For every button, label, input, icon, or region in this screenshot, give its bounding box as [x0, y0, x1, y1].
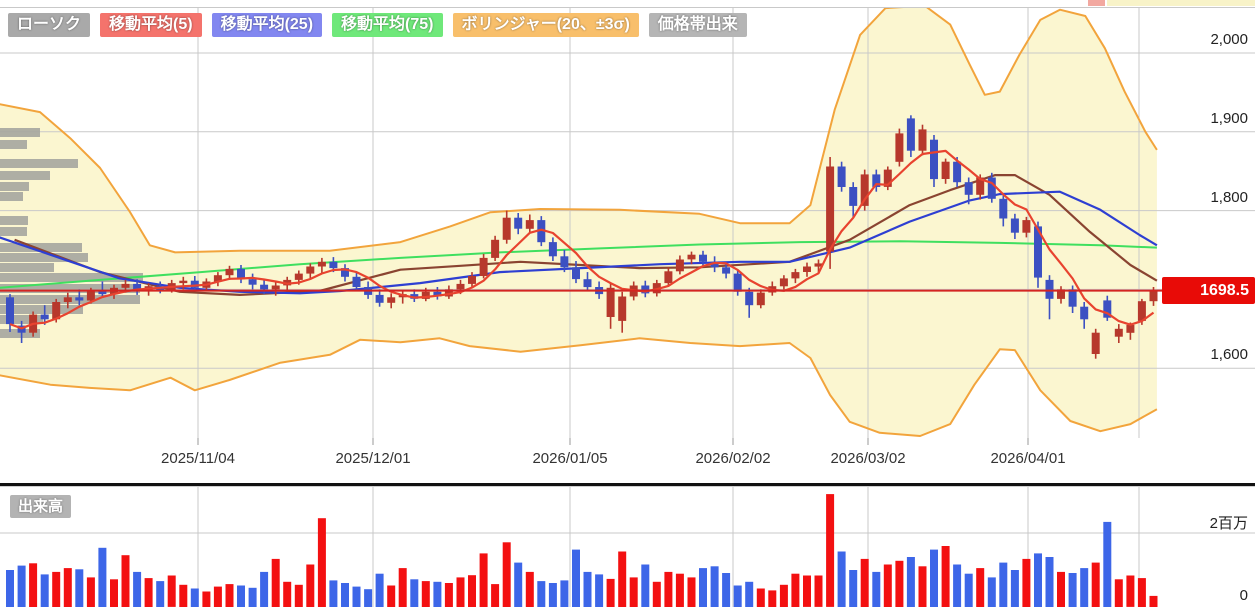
top-edge-strips: [1088, 0, 1255, 6]
legend-chip-bollinger[interactable]: ボリンジャー(20、±3σ): [452, 13, 639, 37]
y-axis-label-1900: 1,900: [1210, 109, 1248, 127]
legend-chip-ma75[interactable]: 移動平均(75): [332, 13, 443, 37]
volume-axis-zero-label: 0: [1239, 587, 1248, 604]
panel-separator: [0, 483, 1255, 487]
x-axis-date: 2026/02/02: [695, 450, 771, 467]
ma5-line: [9, 149, 1155, 330]
chart-legend: ローソク 移動平均(5) 移動平均(25) 移動平均(75) ボリンジャー(20…: [8, 13, 747, 37]
volume-axis-max-label: 2百万: [1209, 515, 1248, 532]
current-price-tag: 1698.5: [1162, 277, 1255, 305]
bollinger-outline: [0, 8, 1158, 437]
legend-chip-ma5[interactable]: 移動平均(5): [100, 13, 202, 37]
x-axis-date: 2026/04/01: [990, 450, 1066, 467]
legend-chip-ma25[interactable]: 移動平均(25): [211, 13, 323, 37]
x-axis-date: 2026/03/02: [830, 450, 906, 467]
x-axis-date: 2025/11/04: [161, 450, 235, 467]
x-axis-date: 2026/01/05: [532, 450, 608, 467]
legend-chip-price-band-volume[interactable]: 価格帯出来: [648, 13, 747, 37]
y-axis-label-1800: 1,800: [1210, 188, 1248, 206]
x-axis-date: 2025/12/01: [335, 450, 411, 467]
y-axis-label-1600: 1,600: [1210, 346, 1248, 364]
candlestick-layer: [6, 115, 1158, 359]
volume-bars-layer: [6, 494, 1158, 607]
y-axis-label-2000: 2,000: [1210, 31, 1248, 48]
volume-panel-title: 出来高: [10, 495, 72, 518]
legend-chip-candlestick[interactable]: ローソク: [8, 13, 91, 37]
